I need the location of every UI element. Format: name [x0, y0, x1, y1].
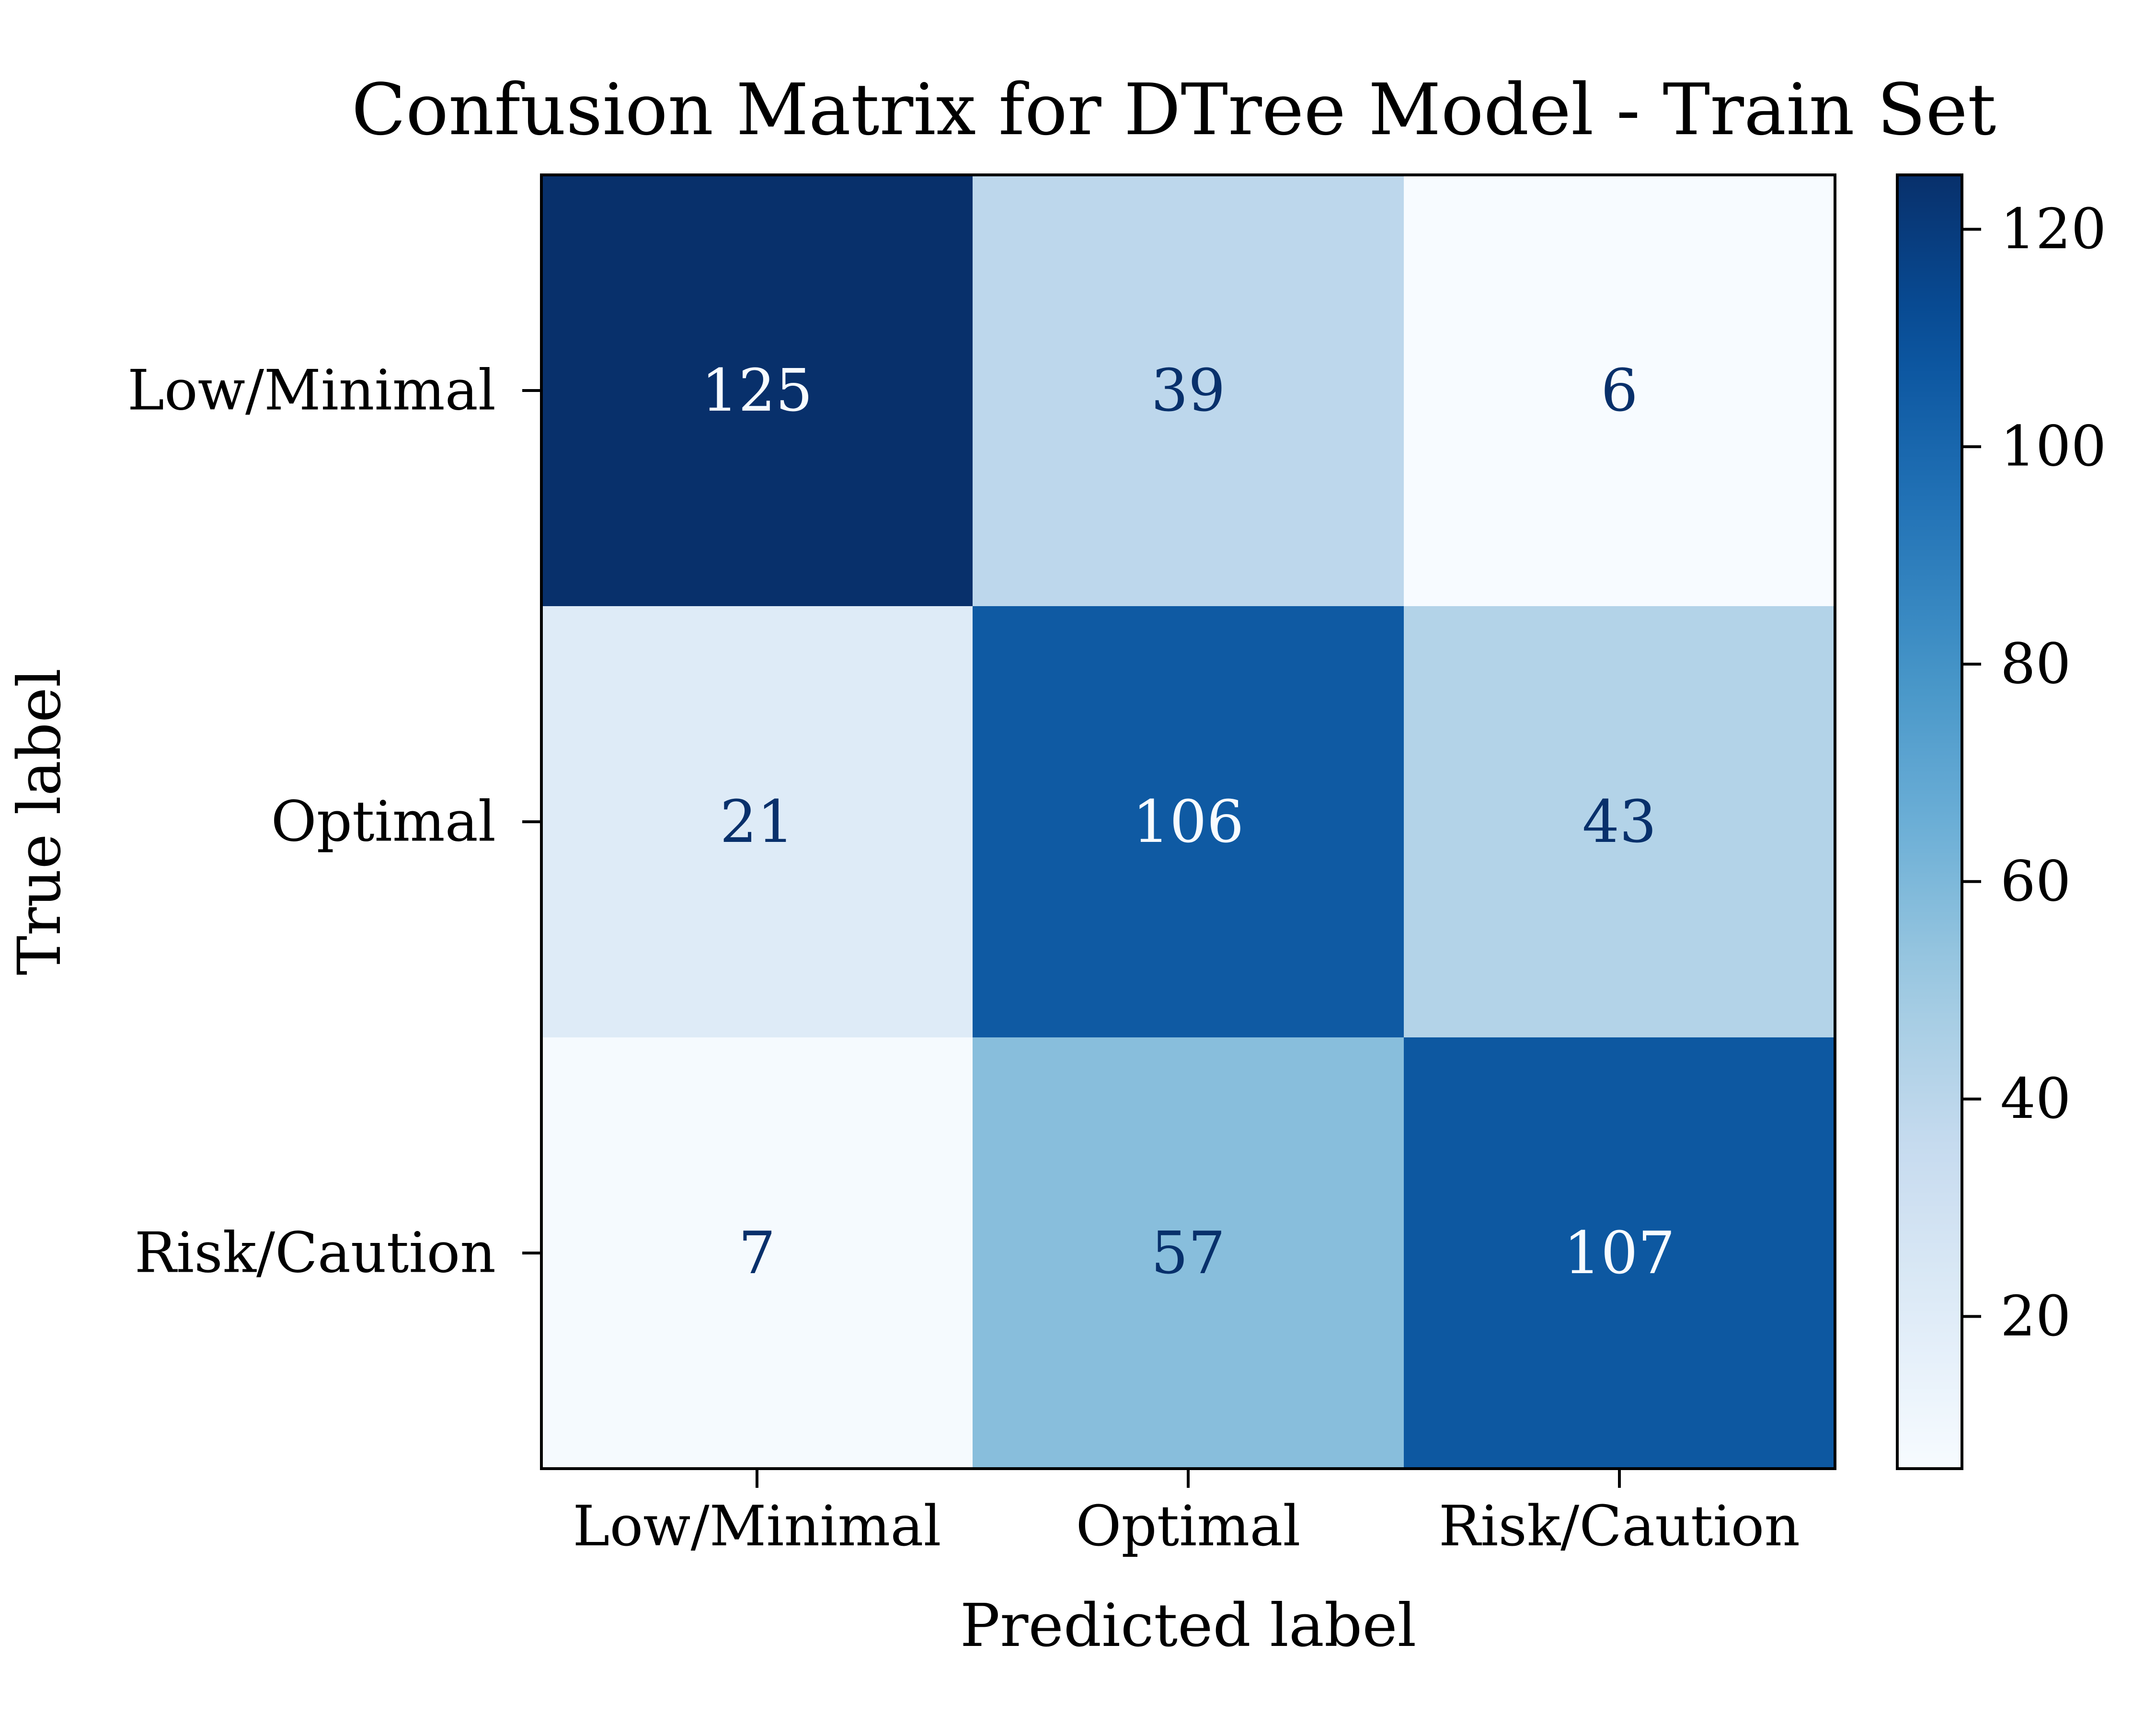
- y-tick-label: Risk/Caution: [135, 1221, 496, 1286]
- cell-value-label: 107: [1564, 1219, 1675, 1287]
- cell-value-label: 106: [1133, 788, 1244, 856]
- heatmap-cell-labels: 125 39 6 21 106 43 7 57 107: [701, 356, 1675, 1287]
- x-axis-ticks: Low/Minimal Optimal Risk/Caution: [573, 1469, 1800, 1559]
- y-tick-label: Optimal: [271, 790, 496, 854]
- cell-value-label: 21: [720, 788, 794, 856]
- cell-value-label: 7: [738, 1219, 776, 1287]
- chart-title: Confusion Matrix for DTree Model - Train…: [352, 69, 1996, 151]
- heatmap-cell: [973, 175, 1404, 607]
- heatmap-cells: [541, 175, 1835, 1469]
- cell-value-label: 6: [1601, 356, 1638, 425]
- x-tick-label: Risk/Caution: [1439, 1494, 1800, 1559]
- cell-value-label: 57: [1151, 1219, 1225, 1287]
- heatmap-cell: [541, 606, 973, 1038]
- heatmap-cell: [1404, 175, 1835, 607]
- colorbar-tick-label: 40: [2000, 1067, 2071, 1131]
- colorbar-ticks: 20 40 60 80 100 120: [1962, 197, 2106, 1349]
- colorbar-tick-label: 20: [2000, 1284, 2071, 1349]
- cell-value-label: 39: [1151, 356, 1225, 425]
- cell-value-label: 125: [701, 356, 813, 425]
- x-axis-label: Predicted label: [960, 1591, 1417, 1660]
- heatmap-cell: [973, 606, 1404, 1038]
- colorbar: [1897, 175, 1962, 1469]
- y-axis-label: True label: [5, 668, 74, 976]
- heatmap-cell: [541, 175, 973, 607]
- x-tick-label: Optimal: [1076, 1494, 1300, 1559]
- colorbar-frame: [1896, 173, 1963, 1470]
- colorbar-tick-label: 100: [2000, 414, 2106, 479]
- colorbar-tick-label: 80: [2000, 632, 2071, 697]
- heatmap-cell: [541, 1037, 973, 1469]
- heatmap-cell: [1404, 1037, 1835, 1469]
- colorbar-tick-label: 120: [2000, 197, 2106, 262]
- colorbar-tick-label: 60: [2000, 849, 2071, 914]
- x-tick-label: Low/Minimal: [573, 1494, 941, 1559]
- heatmap-cell: [973, 1037, 1404, 1469]
- y-tick-label: Low/Minimal: [127, 358, 496, 423]
- heatmap-cell: [1404, 606, 1835, 1038]
- cell-value-label: 43: [1582, 788, 1656, 856]
- y-axis-ticks: Low/Minimal Optimal Risk/Caution: [127, 358, 541, 1286]
